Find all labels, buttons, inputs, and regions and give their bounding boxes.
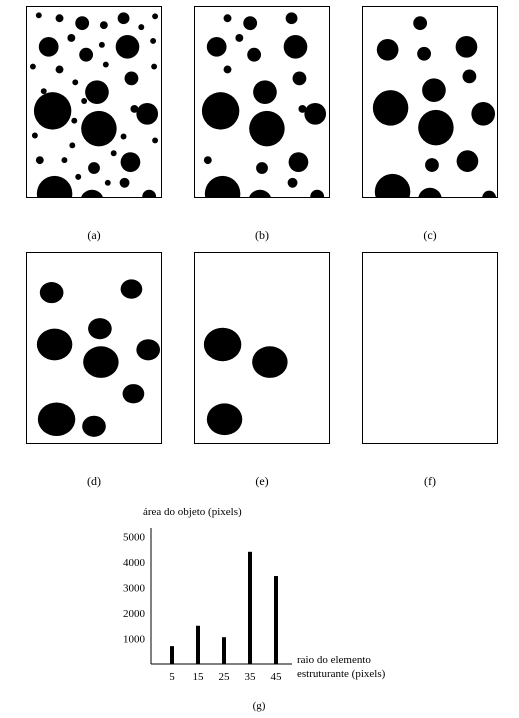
panel-f-label: (f): [424, 474, 436, 488]
x-tick-label: 45: [271, 671, 283, 683]
panel-b: [194, 6, 330, 198]
y-tick-label: 4000: [123, 557, 146, 569]
panel-d-label: (d): [87, 474, 101, 488]
panel-d-circles: [36, 279, 161, 437]
panel-b-label: (b): [255, 228, 269, 242]
panel-e-circles: [203, 327, 288, 436]
panel-f: [362, 252, 498, 444]
x-tick-label: 25: [219, 671, 231, 683]
x-axis-label-line2: estruturante (pixels): [297, 668, 386, 680]
x-tick-label: 35: [245, 671, 257, 683]
panel-c-circles: [372, 16, 496, 197]
x-axis-label-line1: raio do elemento: [297, 654, 371, 666]
x-tick-label: 15: [193, 671, 205, 683]
panel-d: [26, 252, 162, 444]
bar: [274, 576, 278, 664]
panel-a-label: (a): [87, 228, 101, 242]
panel-b-circles: [201, 12, 327, 197]
y-tick-label: 5000: [123, 532, 146, 544]
panel-a-circles: [29, 12, 159, 197]
y-tick-label: 2000: [123, 608, 146, 620]
panel-c-label: (c): [423, 228, 437, 242]
panel-a: [26, 6, 162, 198]
y-tick-label: 1000: [123, 634, 146, 646]
y-tick-label: 3000: [123, 583, 146, 595]
panel-c: [362, 6, 498, 198]
bar: [170, 646, 174, 664]
y-axis-label: área do objeto (pixels): [143, 506, 242, 518]
bar: [196, 625, 200, 664]
x-tick-label: 5: [169, 671, 175, 683]
bar: [222, 637, 226, 664]
chart-caption: (g): [253, 700, 266, 712]
panel-e: [194, 252, 330, 444]
panel-e-label: (e): [255, 474, 269, 488]
bar: [248, 551, 252, 664]
